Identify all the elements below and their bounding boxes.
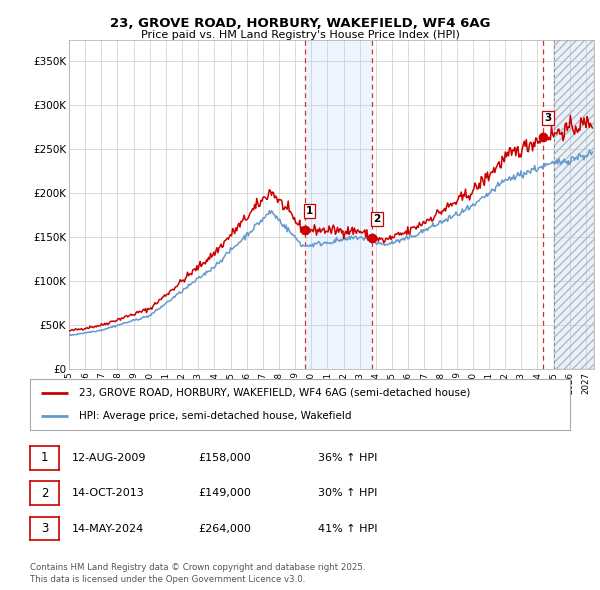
Text: 30% ↑ HPI: 30% ↑ HPI — [318, 489, 377, 498]
Text: Contains HM Land Registry data © Crown copyright and database right 2025.
This d: Contains HM Land Registry data © Crown c… — [30, 563, 365, 584]
Text: HPI: Average price, semi-detached house, Wakefield: HPI: Average price, semi-detached house,… — [79, 411, 351, 421]
Text: 36% ↑ HPI: 36% ↑ HPI — [318, 453, 377, 463]
Text: 14-MAY-2024: 14-MAY-2024 — [72, 524, 144, 533]
Text: 2: 2 — [41, 487, 48, 500]
Bar — [554, 40, 594, 369]
Text: Price paid vs. HM Land Registry's House Price Index (HPI): Price paid vs. HM Land Registry's House … — [140, 30, 460, 40]
Bar — [554, 40, 594, 369]
Text: £158,000: £158,000 — [198, 453, 251, 463]
Text: 3: 3 — [41, 522, 48, 535]
Text: 41% ↑ HPI: 41% ↑ HPI — [318, 524, 377, 533]
Text: 1: 1 — [306, 206, 313, 216]
Text: 14-OCT-2013: 14-OCT-2013 — [72, 489, 145, 498]
Text: 3: 3 — [544, 113, 551, 123]
Text: 12-AUG-2009: 12-AUG-2009 — [72, 453, 146, 463]
Text: 23, GROVE ROAD, HORBURY, WAKEFIELD, WF4 6AG (semi-detached house): 23, GROVE ROAD, HORBURY, WAKEFIELD, WF4 … — [79, 388, 470, 398]
Text: £149,000: £149,000 — [198, 489, 251, 498]
Bar — [305, 40, 373, 369]
Text: 23, GROVE ROAD, HORBURY, WAKEFIELD, WF4 6AG: 23, GROVE ROAD, HORBURY, WAKEFIELD, WF4 … — [110, 17, 490, 30]
Text: 2: 2 — [373, 214, 380, 224]
Text: 1: 1 — [41, 451, 48, 464]
Text: £264,000: £264,000 — [198, 524, 251, 533]
